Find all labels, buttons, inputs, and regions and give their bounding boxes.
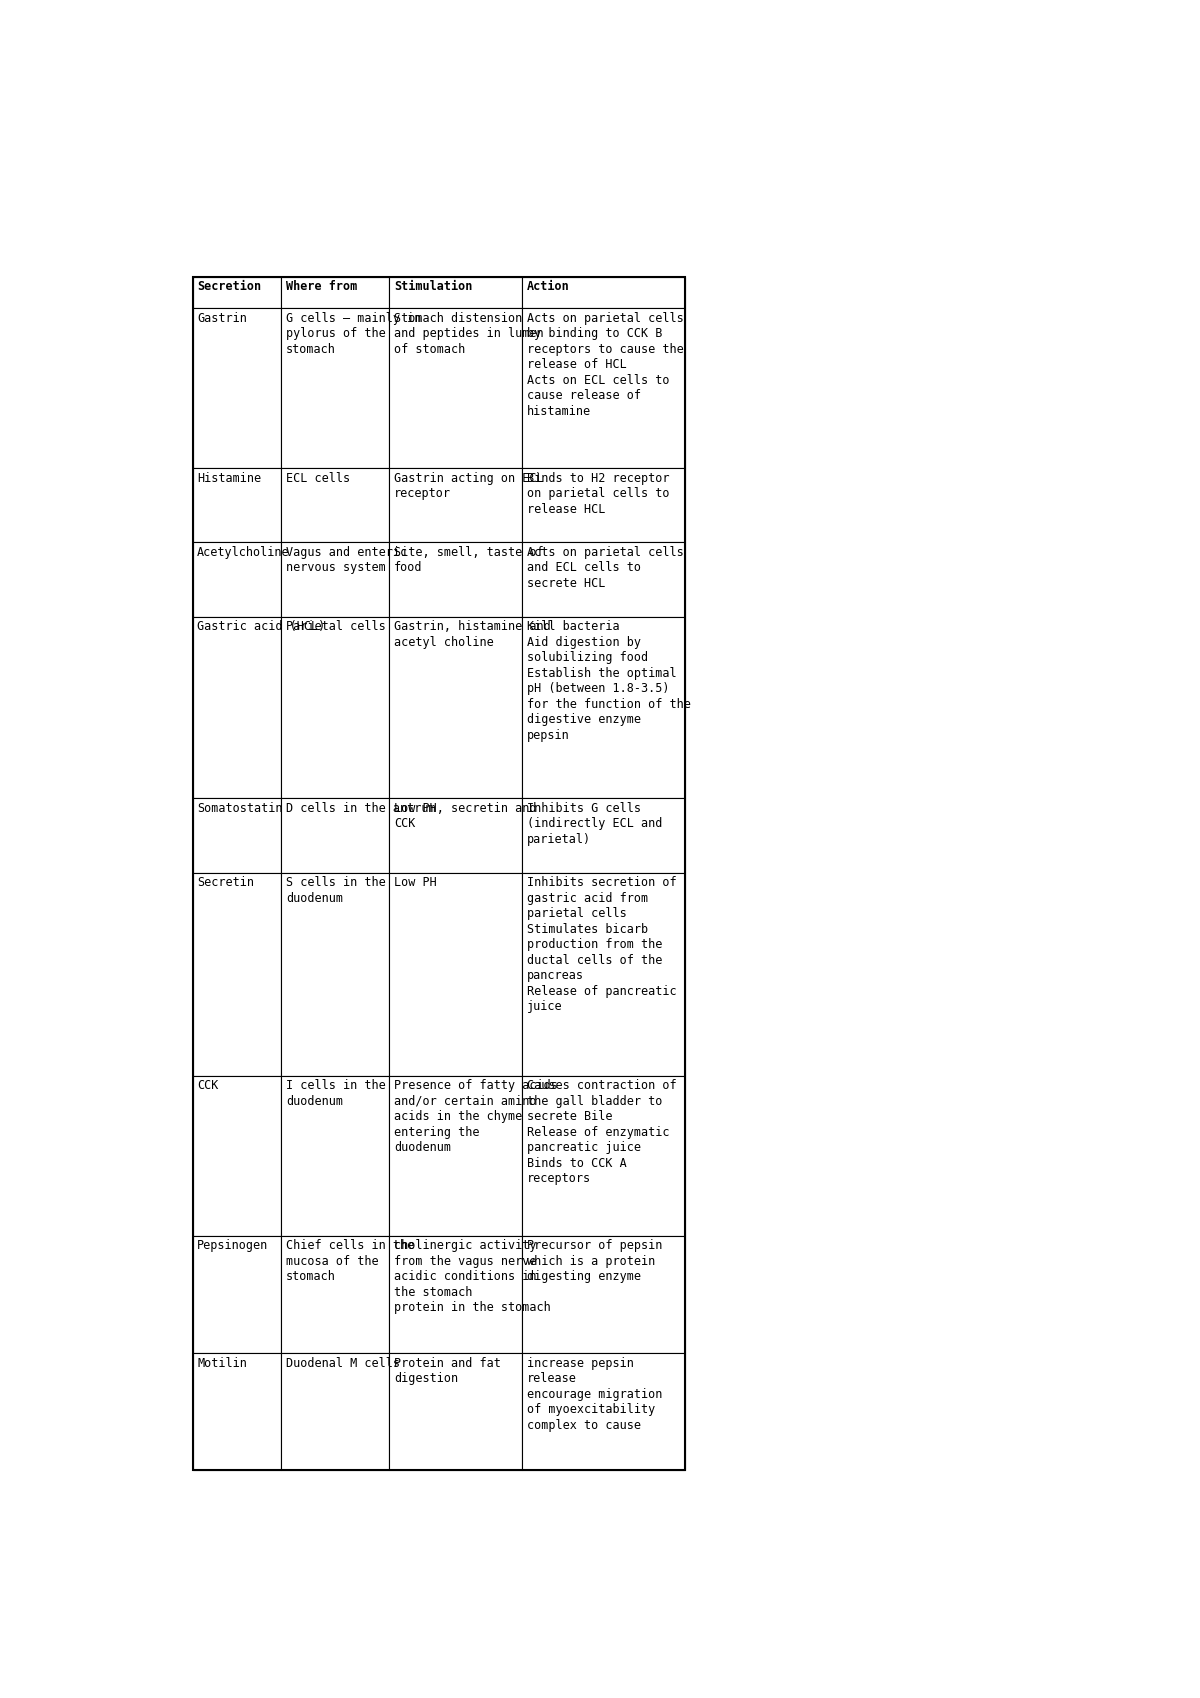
Bar	[522, 277, 685, 307]
Bar	[281, 469, 390, 542]
Text: Stimulation: Stimulation	[394, 280, 473, 294]
Text: Acetylcholine: Acetylcholine	[197, 547, 290, 559]
Bar	[193, 307, 281, 469]
Text: Kill bacteria
Aid digestion by
solubilizing food
Establish the optimal
pH (betwe: Kill bacteria Aid digestion by solubiliz…	[527, 620, 691, 742]
Text: Causes contraction of
the gall bladder to
secrete Bile
Release of enzymatic
panc: Causes contraction of the gall bladder t…	[527, 1080, 677, 1185]
Text: increase pepsin
release
encourage migration
of myoexcitability
complex to cause: increase pepsin release encourage migrat…	[527, 1357, 662, 1431]
Text: cholinergic activity
from the vagus nerve
acidic conditions in
the stomach
prote: cholinergic activity from the vagus nerv…	[394, 1240, 551, 1314]
Bar	[193, 873, 281, 1077]
Bar	[390, 469, 522, 542]
Text: Secretion: Secretion	[197, 280, 262, 294]
Text: Stomach distension
and peptides in lumen
of stomach: Stomach distension and peptides in lumen…	[394, 311, 544, 355]
Text: Inhibits secretion of
gastric acid from
parietal cells
Stimulates bicarb
product: Inhibits secretion of gastric acid from …	[527, 876, 677, 1014]
Bar	[390, 873, 522, 1077]
Bar	[193, 616, 281, 798]
Bar	[193, 542, 281, 616]
Text: Pepsinogen: Pepsinogen	[197, 1240, 269, 1253]
Bar	[522, 1236, 685, 1353]
Bar	[390, 1353, 522, 1470]
Bar	[281, 616, 390, 798]
Bar	[193, 798, 281, 873]
Bar	[281, 798, 390, 873]
Text: Gastrin: Gastrin	[197, 311, 247, 324]
Bar	[390, 1236, 522, 1353]
Bar	[281, 1353, 390, 1470]
Bar	[193, 277, 281, 307]
Bar	[390, 1077, 522, 1236]
Bar	[522, 798, 685, 873]
Bar	[281, 277, 390, 307]
Text: Parietal cells: Parietal cells	[286, 620, 385, 633]
Text: Vagus and enteric
nervous system: Vagus and enteric nervous system	[286, 547, 407, 574]
Text: Chief cells in the
mucosa of the
stomach: Chief cells in the mucosa of the stomach	[286, 1240, 414, 1284]
Text: Inhibits G cells
(indirectly ECL and
parietal): Inhibits G cells (indirectly ECL and par…	[527, 801, 662, 846]
Text: Motilin: Motilin	[197, 1357, 247, 1370]
Bar	[193, 469, 281, 542]
Text: CCK: CCK	[197, 1080, 218, 1092]
Text: Gastric acid (HCL): Gastric acid (HCL)	[197, 620, 325, 633]
Bar	[281, 542, 390, 616]
Bar	[390, 307, 522, 469]
Text: I cells in the
duodenum: I cells in the duodenum	[286, 1080, 385, 1107]
Bar	[281, 307, 390, 469]
Text: Protein and fat
digestion: Protein and fat digestion	[394, 1357, 502, 1386]
Bar	[522, 873, 685, 1077]
Bar	[281, 1236, 390, 1353]
Text: Action: Action	[527, 280, 570, 294]
Bar	[522, 307, 685, 469]
Bar	[193, 277, 685, 1470]
Text: Acts on parietal cells
and ECL cells to
secrete HCL: Acts on parietal cells and ECL cells to …	[527, 547, 684, 589]
Text: Precursor of pepsin
which is a protein
digesting enzyme: Precursor of pepsin which is a protein d…	[527, 1240, 662, 1284]
Bar	[522, 469, 685, 542]
Text: Somatostatin: Somatostatin	[197, 801, 283, 815]
Text: Gastrin acting on ECL
receptor: Gastrin acting on ECL receptor	[394, 472, 544, 501]
Bar	[522, 1077, 685, 1236]
Text: Presence of fatty acids
and/or certain amino
acids in the chyme
entering the
duo: Presence of fatty acids and/or certain a…	[394, 1080, 558, 1155]
Text: Acts on parietal cells
by binding to CCK B
receptors to cause the
release of HCL: Acts on parietal cells by binding to CCK…	[527, 311, 684, 418]
Text: Low PH, secretin and
CCK: Low PH, secretin and CCK	[394, 801, 536, 830]
Text: Duodenal M cells: Duodenal M cells	[286, 1357, 400, 1370]
Text: Binds to H2 receptor
on parietal cells to
release HCL: Binds to H2 receptor on parietal cells t…	[527, 472, 670, 516]
Bar	[522, 616, 685, 798]
Bar	[522, 542, 685, 616]
Text: Low PH: Low PH	[394, 876, 437, 890]
Text: Gastrin, histamine and
acetyl choline: Gastrin, histamine and acetyl choline	[394, 620, 551, 649]
Bar	[281, 1077, 390, 1236]
Text: Secretin: Secretin	[197, 876, 254, 890]
Bar	[522, 1353, 685, 1470]
Bar	[193, 1077, 281, 1236]
Bar	[193, 1353, 281, 1470]
Text: D cells in the antrum: D cells in the antrum	[286, 801, 436, 815]
Bar	[390, 616, 522, 798]
Text: Where from: Where from	[286, 280, 358, 294]
Text: S cells in the
duodenum: S cells in the duodenum	[286, 876, 385, 905]
Text: G cells – mainly in
pylorus of the
stomach: G cells – mainly in pylorus of the stoma…	[286, 311, 421, 355]
Text: Site, smell, taste of
food: Site, smell, taste of food	[394, 547, 544, 574]
Bar	[390, 798, 522, 873]
Text: Histamine: Histamine	[197, 472, 262, 484]
Text: ECL cells: ECL cells	[286, 472, 350, 484]
Bar	[193, 1236, 281, 1353]
Bar	[390, 542, 522, 616]
Bar	[281, 873, 390, 1077]
Bar	[390, 277, 522, 307]
